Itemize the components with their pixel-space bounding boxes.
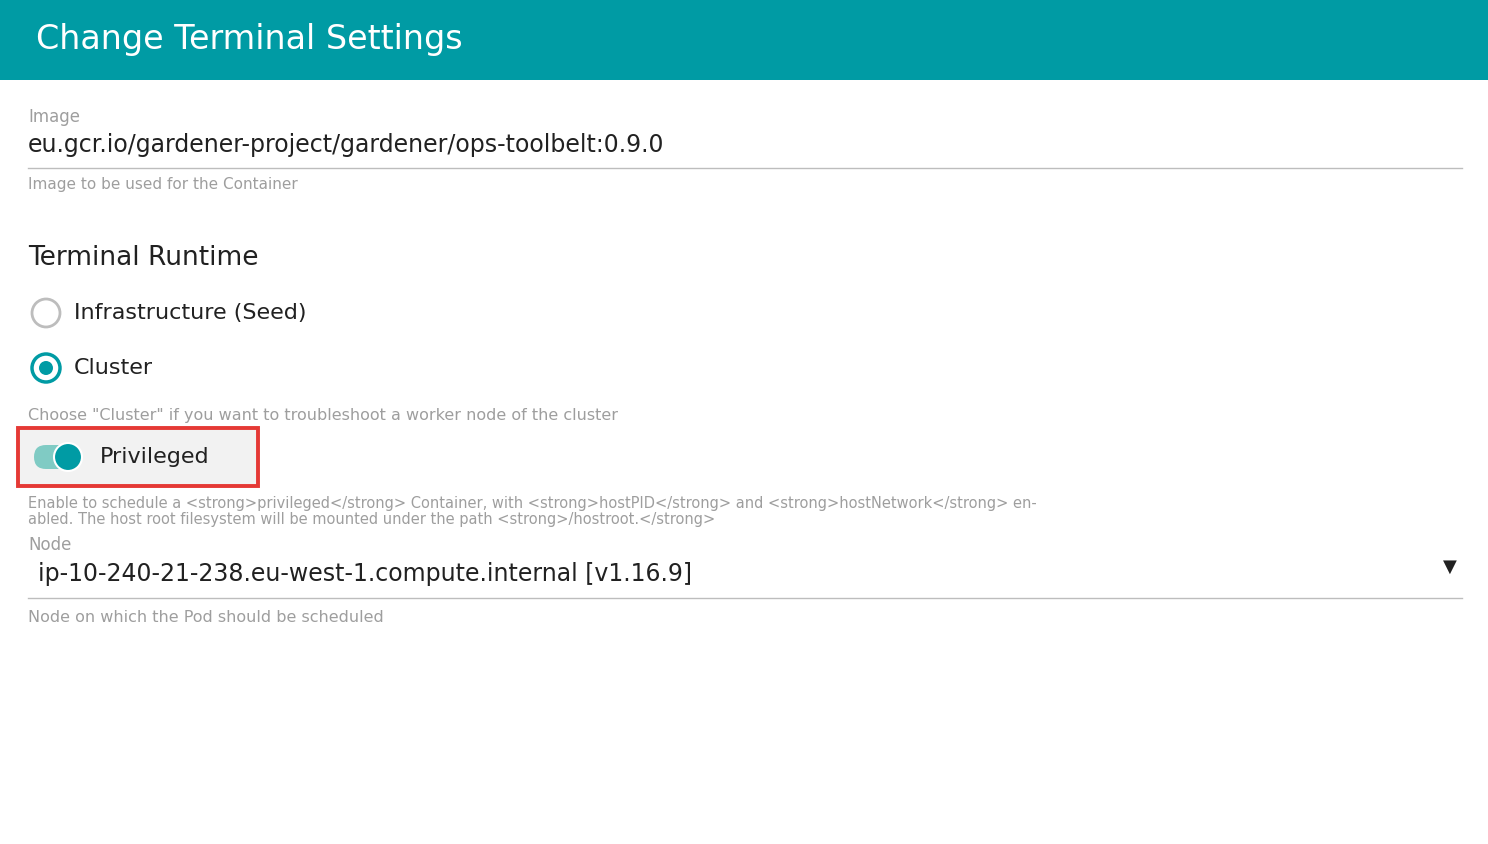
Text: Change Terminal Settings: Change Terminal Settings <box>36 24 463 57</box>
Text: Terminal Runtime: Terminal Runtime <box>28 245 259 271</box>
Text: Choose "Cluster" if you want to troubleshoot a worker node of the cluster: Choose "Cluster" if you want to troubles… <box>28 408 618 423</box>
Bar <box>0 0 1488 80</box>
FancyBboxPatch shape <box>34 445 80 469</box>
Text: Node on which the Pod should be scheduled: Node on which the Pod should be schedule… <box>28 610 384 625</box>
Text: Node: Node <box>28 536 71 554</box>
Circle shape <box>54 443 82 471</box>
Text: Image to be used for the Container: Image to be used for the Container <box>28 177 298 192</box>
Circle shape <box>39 361 54 375</box>
Text: Image: Image <box>28 108 80 126</box>
Text: ▼: ▼ <box>1443 558 1457 576</box>
Text: Enable to schedule a <strong>privileged</strong> Container, with <strong>hostPID: Enable to schedule a <strong>privileged<… <box>28 496 1037 511</box>
Text: ip-10-240-21-238.eu-west-1.compute.internal [v1.16.9]: ip-10-240-21-238.eu-west-1.compute.inter… <box>39 562 692 586</box>
Text: Cluster: Cluster <box>74 358 153 378</box>
Text: abled. The host root filesystem will be mounted under the path <strong>/hostroot: abled. The host root filesystem will be … <box>28 512 716 527</box>
Text: Infrastructure (Seed): Infrastructure (Seed) <box>74 303 307 323</box>
Text: Privileged: Privileged <box>100 447 210 467</box>
Bar <box>18 428 257 486</box>
Text: eu.gcr.io/gardener-project/gardener/ops-toolbelt:0.9.0: eu.gcr.io/gardener-project/gardener/ops-… <box>28 133 665 157</box>
